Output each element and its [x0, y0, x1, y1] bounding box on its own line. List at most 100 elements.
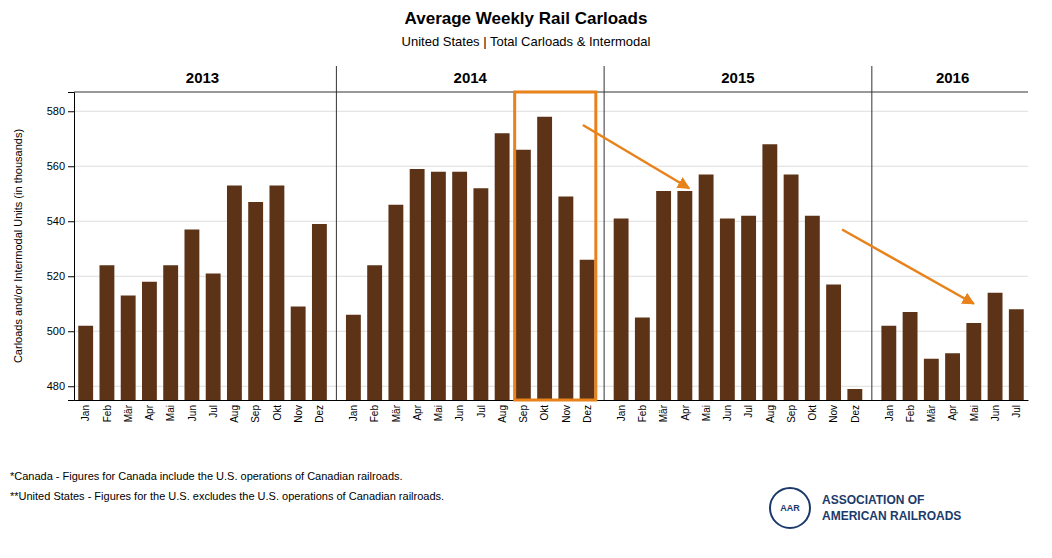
x-tick: Mär [123, 400, 134, 422]
x-tick-label: Jul [476, 405, 487, 418]
x-tick: Sep [518, 400, 529, 423]
x-tick-label: Jun [187, 405, 198, 421]
x-tick-label: Okt [807, 405, 818, 421]
x-tick: Jan [348, 400, 359, 421]
x-tick-label: Feb [102, 405, 113, 423]
logo-line: AMERICAN RAILROADS [822, 509, 961, 523]
bar [537, 117, 552, 400]
x-tick-label: Apr [947, 404, 958, 420]
x-tick-label: Sep [250, 405, 261, 423]
x-tick: Mär [658, 400, 669, 422]
x-tick: Dez [314, 400, 325, 423]
x-tick: Sep [786, 400, 797, 423]
x-tick: Sep [250, 400, 261, 423]
group-separator [871, 66, 872, 400]
subtitle: United States | Total Carloads & Intermo… [402, 34, 651, 49]
x-tick-label: Nov [293, 405, 304, 423]
bar [945, 353, 960, 400]
x-axis: Jan Feb Mär Apr Mai Jun Jul Aug Sep Okt Nov Dez Jan F… [75, 400, 1029, 423]
x-tick: Jul [208, 400, 219, 418]
chart: Average Weekly Rail Carloads United State… [0, 0, 1052, 558]
x-tick-label: Okt [539, 405, 550, 421]
x-tick: Mär [926, 400, 937, 422]
x-tick: Jun [187, 400, 198, 421]
logo: AARASSOCIATION OFAMERICAN RAILROADS [770, 488, 961, 528]
bar [516, 150, 531, 400]
x-tick-label: Nov [561, 405, 572, 423]
y-tick-label: 480 [47, 380, 65, 392]
bar [163, 265, 178, 400]
x-tick: Apr [680, 400, 691, 421]
y-tick-mark [68, 111, 74, 112]
y-axis-title: Carloads and/or Intermodal Units (in tho… [12, 129, 24, 363]
bar [677, 191, 692, 400]
plot-area: 2013201420152016JanFebMärAprMaiJunJulAug… [47, 66, 1029, 423]
x-tick: Aug [765, 400, 776, 423]
x-tick: Okt [272, 400, 283, 421]
arrow [583, 125, 689, 188]
y-tick-mark [68, 221, 74, 222]
y-tick-mark [68, 386, 74, 387]
x-tick: Mär [391, 400, 402, 422]
x-tick: Dez [582, 400, 593, 423]
bar [78, 326, 93, 400]
group-separator [604, 66, 605, 400]
x-tick-label: Sep [786, 405, 797, 423]
x-tick: Jan [884, 400, 895, 421]
x-tick: Mai [165, 400, 176, 421]
y-tick: 580 [47, 105, 74, 117]
x-tick: Apr [947, 400, 958, 421]
footnote: *Canada - Figures for Canada include the… [10, 470, 403, 482]
x-tick: Jul [476, 400, 487, 418]
x-tick-label: Jan [616, 405, 627, 421]
bar [142, 282, 157, 400]
x-tick-label: Mai [701, 405, 712, 421]
bar [227, 186, 242, 401]
bar [431, 172, 446, 400]
bar [614, 219, 629, 401]
x-tick-label: Aug [229, 405, 240, 423]
x-tick: Apr [412, 400, 423, 421]
bar [1009, 309, 1024, 400]
x-tick-label: Feb [369, 405, 380, 423]
x-tick: Feb [637, 400, 648, 422]
group-separator [336, 66, 337, 400]
bar [312, 224, 327, 400]
x-tick-label: Sep [518, 405, 529, 423]
x-tick-label: Jul [208, 405, 219, 418]
bar [805, 216, 820, 400]
bar [121, 296, 136, 401]
bar [558, 197, 573, 401]
y-tick-label: 580 [47, 105, 65, 117]
y-tick-mark [68, 331, 74, 332]
x-tick-label: Apr [144, 404, 155, 420]
x-tick: Feb [102, 400, 113, 422]
y-tick: 520 [47, 270, 74, 282]
x-tick-label: Aug [765, 405, 776, 423]
group-label: 2015 [721, 69, 754, 86]
bar [388, 205, 403, 400]
x-tick-label: Mär [123, 404, 134, 422]
y-tick-label: 500 [47, 325, 65, 337]
x-tick: Mai [433, 400, 444, 421]
bar [720, 219, 735, 401]
bar [367, 265, 382, 400]
x-tick-label: Aug [497, 405, 508, 423]
x-tick: Feb [369, 400, 380, 422]
x-tick-label: Dez [850, 405, 861, 423]
grid-line [74, 111, 1028, 112]
x-tick-label: Apr [680, 404, 691, 420]
logo-line: ASSOCIATION OF [822, 493, 924, 507]
x-tick-label: Jan [884, 405, 895, 421]
x-tick-label: Apr [412, 404, 423, 420]
x-tick-label: Mai [165, 405, 176, 421]
arrow [842, 230, 974, 304]
x-tick: Feb [905, 400, 916, 422]
x-tick-label: Jul [743, 405, 754, 418]
y-tick-label: 540 [47, 215, 65, 227]
title: Average Weekly Rail Carloads [405, 9, 648, 28]
group-label: 2016 [936, 69, 969, 86]
x-tick-label: Jun [454, 405, 465, 421]
x-tick-label: Jan [348, 405, 359, 421]
y-tick: 480 [47, 380, 74, 392]
